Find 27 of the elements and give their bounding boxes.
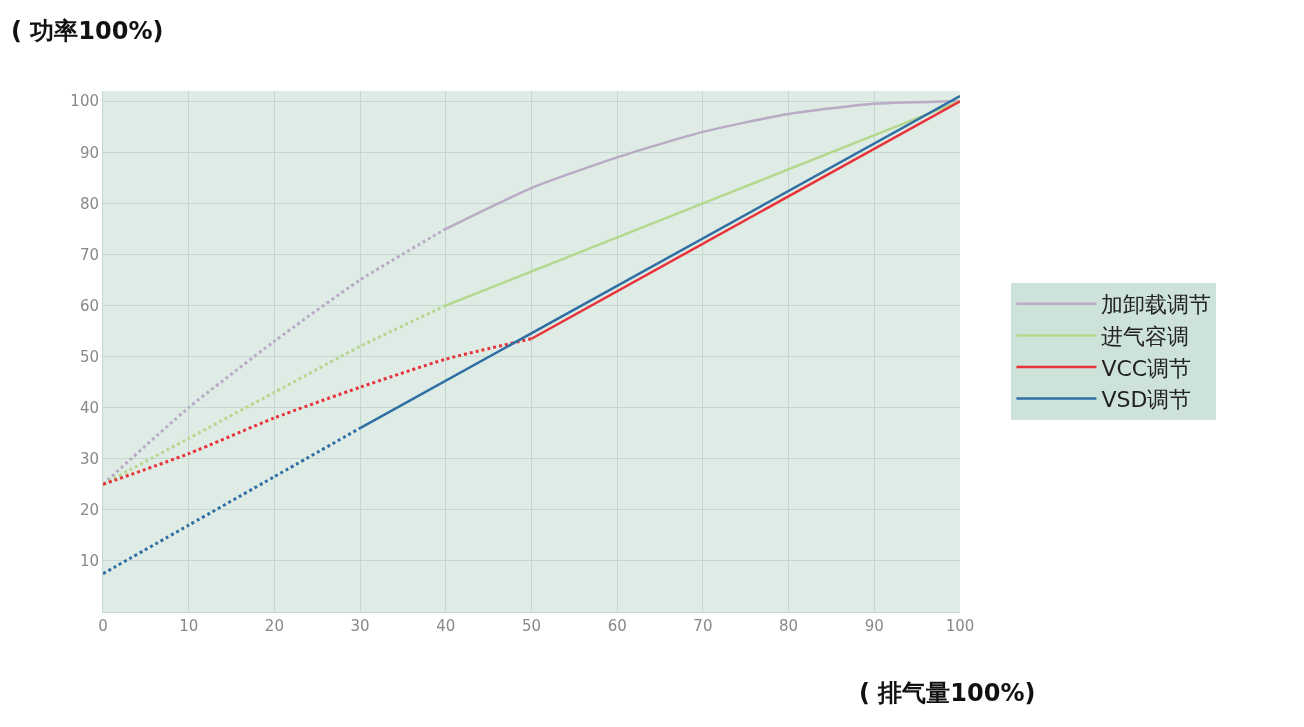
legend-label: 进气容调 [1101,323,1190,349]
y-tick-label: 50 [79,347,99,366]
y-tick-label: 80 [79,194,99,213]
x-tick-label: 100 [945,617,975,635]
legend-label: VCC调节 [1101,355,1192,381]
x-tick-label: 60 [607,617,627,635]
legend-label: VSD调节 [1101,387,1192,413]
y-tick-label: 100 [70,92,99,111]
x-axis-title: ( 排气量100%) [859,679,1036,707]
x-tick-label: 90 [864,617,884,635]
legend-label: 加卸载调节 [1101,292,1212,318]
y-tick-label: 10 [79,552,99,571]
y-tick-label: 30 [79,450,99,469]
x-tick-label: 70 [693,617,713,635]
x-tick-label: 30 [350,617,370,635]
y-tick-label: 70 [79,245,99,264]
y-tick-label: 90 [79,143,99,162]
y-tick-label: 40 [79,398,99,417]
x-tick-label: 10 [179,617,199,635]
y-tick-label: 20 [79,501,99,520]
x-tick-label: 80 [779,617,799,635]
x-tick-label: 50 [521,617,542,635]
x-tick-label: 0 [98,617,108,635]
y-axis-title: ( 功率100%) [11,17,164,45]
x-tick-label: 20 [264,617,284,635]
y-tick-label: 60 [79,296,99,315]
x-tick-label: 40 [436,617,456,635]
